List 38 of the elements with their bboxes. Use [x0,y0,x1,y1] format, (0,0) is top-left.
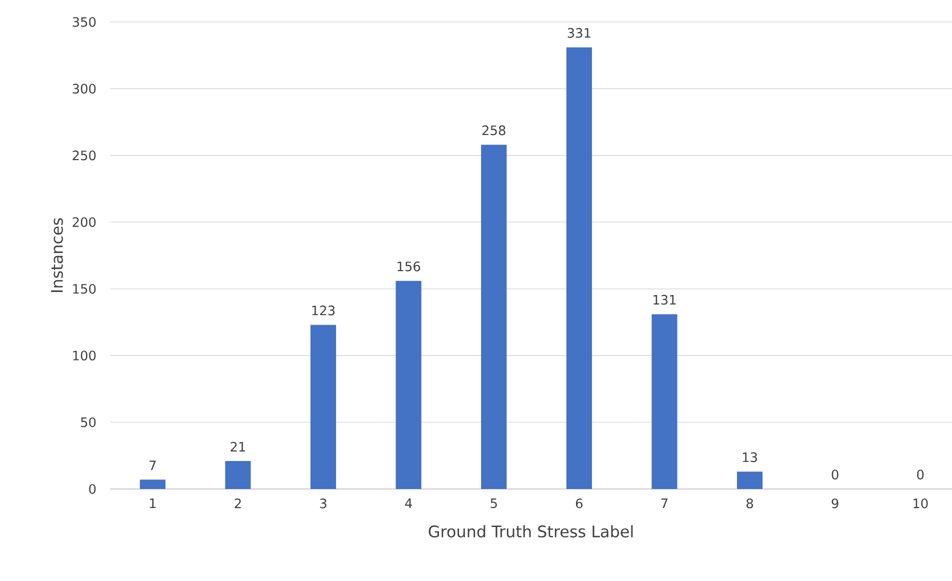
bar [310,324,336,489]
data-label: 156 [398,262,420,272]
data-label: 258 [482,125,506,136]
x-tick-label: 3 [320,498,326,508]
data-label: 7 [150,460,156,470]
bar [396,280,422,489]
data-label: 13 [742,452,757,462]
x-tick-label: 1 [150,498,156,508]
y-tick-label: 100 [73,350,96,360]
bar [566,47,592,489]
x-tick-label: 7 [661,498,668,508]
y-tick-label: 250 [72,150,96,160]
bar [481,144,507,489]
data-label: 331 [568,28,590,38]
y-tick-label: 0 [89,484,96,494]
bar [140,480,166,489]
x-tick-label: 9 [832,498,838,508]
x-tick-label: 4 [405,498,412,508]
x-axis-title: Ground Truth Stress Label [428,525,633,538]
data-label: 0 [917,470,924,480]
data-label: 123 [312,306,335,316]
bar [225,460,251,489]
y-tick-label: 50 [81,417,96,428]
x-tick-label: 2 [234,498,241,508]
y-tick-label: 200 [72,217,96,228]
y-tick-label: 150 [73,284,96,294]
x-tick-label: 5 [490,498,497,508]
x-tick-label: 6 [576,498,582,508]
y-axis-title: Instances [51,218,63,292]
y-tick-label: 300 [72,84,96,94]
data-label: 21 [230,442,246,452]
x-tick-label: 10 [914,498,928,508]
x-tick-label: 8 [746,498,754,508]
y-tick-label: 350 [72,17,96,27]
bar [652,314,678,489]
data-label: 0 [832,470,838,480]
data-label: 131 [654,294,676,305]
bar [736,472,763,489]
